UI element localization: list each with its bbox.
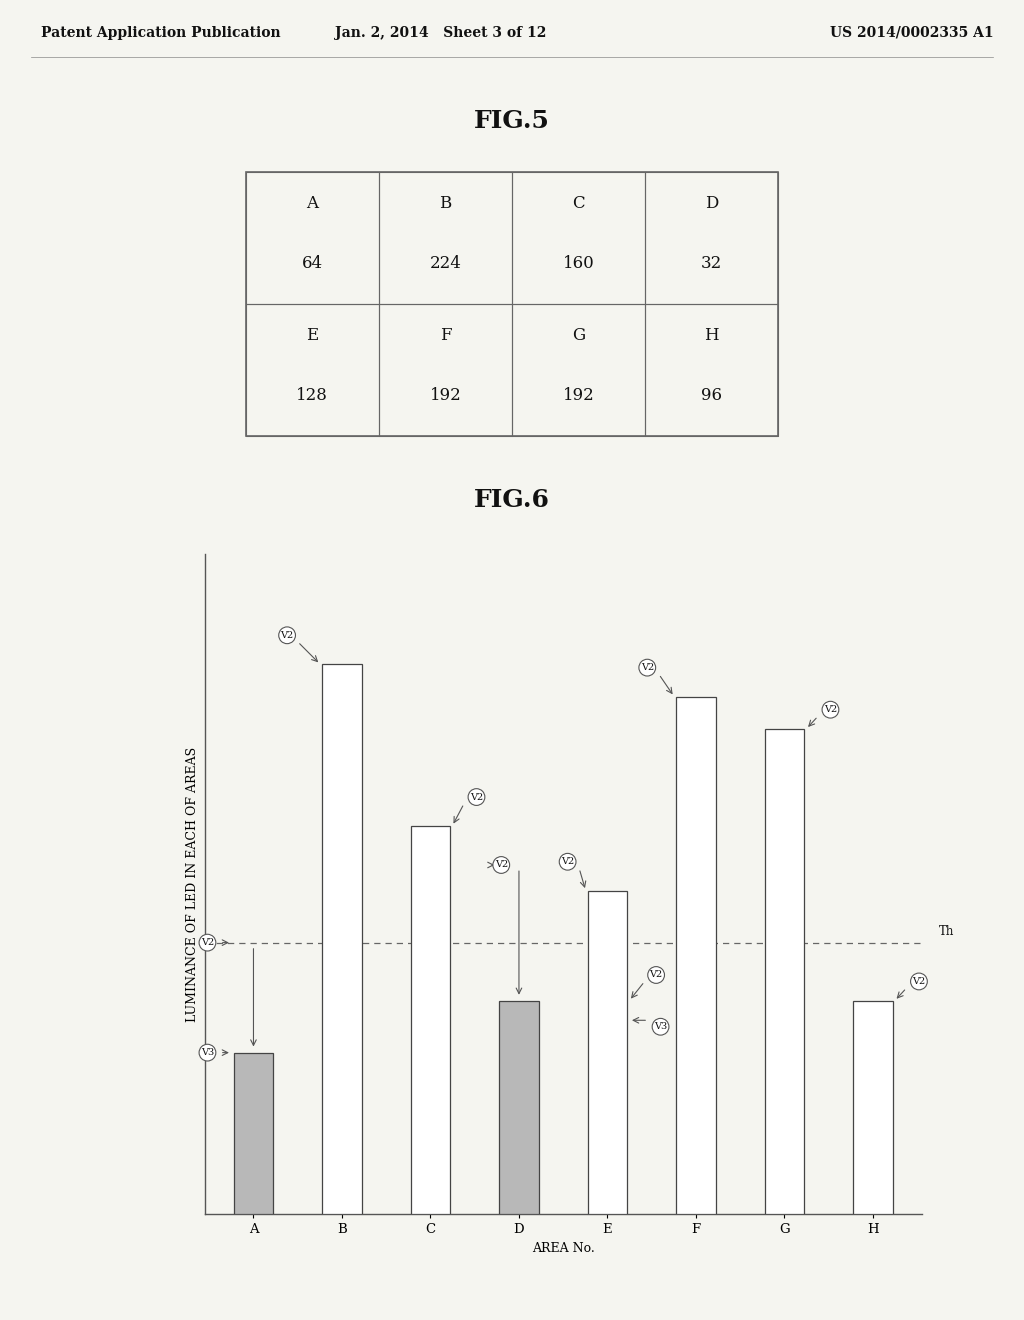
Bar	[411, 826, 451, 1214]
Bar	[323, 664, 361, 1214]
Bar	[853, 1001, 893, 1214]
Text: V2: V2	[912, 977, 926, 986]
Text: FIG.5: FIG.5	[474, 110, 550, 133]
Bar	[645, 172, 778, 304]
Text: US 2014/0002335 A1: US 2014/0002335 A1	[829, 26, 993, 40]
Bar	[512, 172, 645, 304]
Text: 128: 128	[296, 388, 329, 404]
Text: V2: V2	[470, 792, 483, 801]
Text: G: G	[572, 327, 585, 343]
Text: B: B	[439, 195, 452, 211]
Text: V2: V2	[649, 970, 663, 979]
Bar	[246, 172, 379, 304]
Text: E: E	[306, 327, 318, 343]
Text: Patent Application Publication: Patent Application Publication	[41, 26, 281, 40]
Text: 96: 96	[701, 388, 722, 404]
Bar	[379, 304, 512, 436]
Text: H: H	[705, 327, 719, 343]
Bar	[765, 729, 804, 1214]
Text: 32: 32	[701, 256, 722, 272]
Text: 64: 64	[302, 256, 323, 272]
Bar	[512, 304, 645, 436]
Bar	[499, 1001, 539, 1214]
Bar	[246, 304, 379, 436]
Text: C: C	[572, 195, 585, 211]
X-axis label: AREA No.: AREA No.	[531, 1242, 595, 1255]
Text: A: A	[306, 195, 318, 211]
Y-axis label: LUMINANCE OF LED IN EACH OF AREAS: LUMINANCE OF LED IN EACH OF AREAS	[186, 747, 200, 1022]
Text: D: D	[705, 195, 719, 211]
Text: V2: V2	[201, 939, 214, 948]
Text: V2: V2	[281, 631, 294, 640]
Bar	[379, 172, 512, 304]
Text: F: F	[439, 327, 452, 343]
Text: V2: V2	[561, 857, 574, 866]
Text: Jan. 2, 2014   Sheet 3 of 12: Jan. 2, 2014 Sheet 3 of 12	[335, 26, 546, 40]
Bar	[676, 697, 716, 1214]
Text: FIG.6: FIG.6	[474, 488, 550, 512]
Text: V2: V2	[495, 861, 508, 870]
Bar	[588, 891, 628, 1214]
Text: 192: 192	[562, 388, 595, 404]
Bar	[233, 1052, 273, 1214]
Text: V3: V3	[201, 1048, 214, 1057]
Bar	[645, 304, 778, 436]
Text: 160: 160	[562, 256, 595, 272]
Text: V2: V2	[824, 705, 837, 714]
Text: V3: V3	[654, 1022, 668, 1031]
Text: 192: 192	[429, 388, 462, 404]
Text: V2: V2	[641, 663, 654, 672]
Text: Th: Th	[939, 925, 954, 939]
Text: 224: 224	[429, 256, 462, 272]
